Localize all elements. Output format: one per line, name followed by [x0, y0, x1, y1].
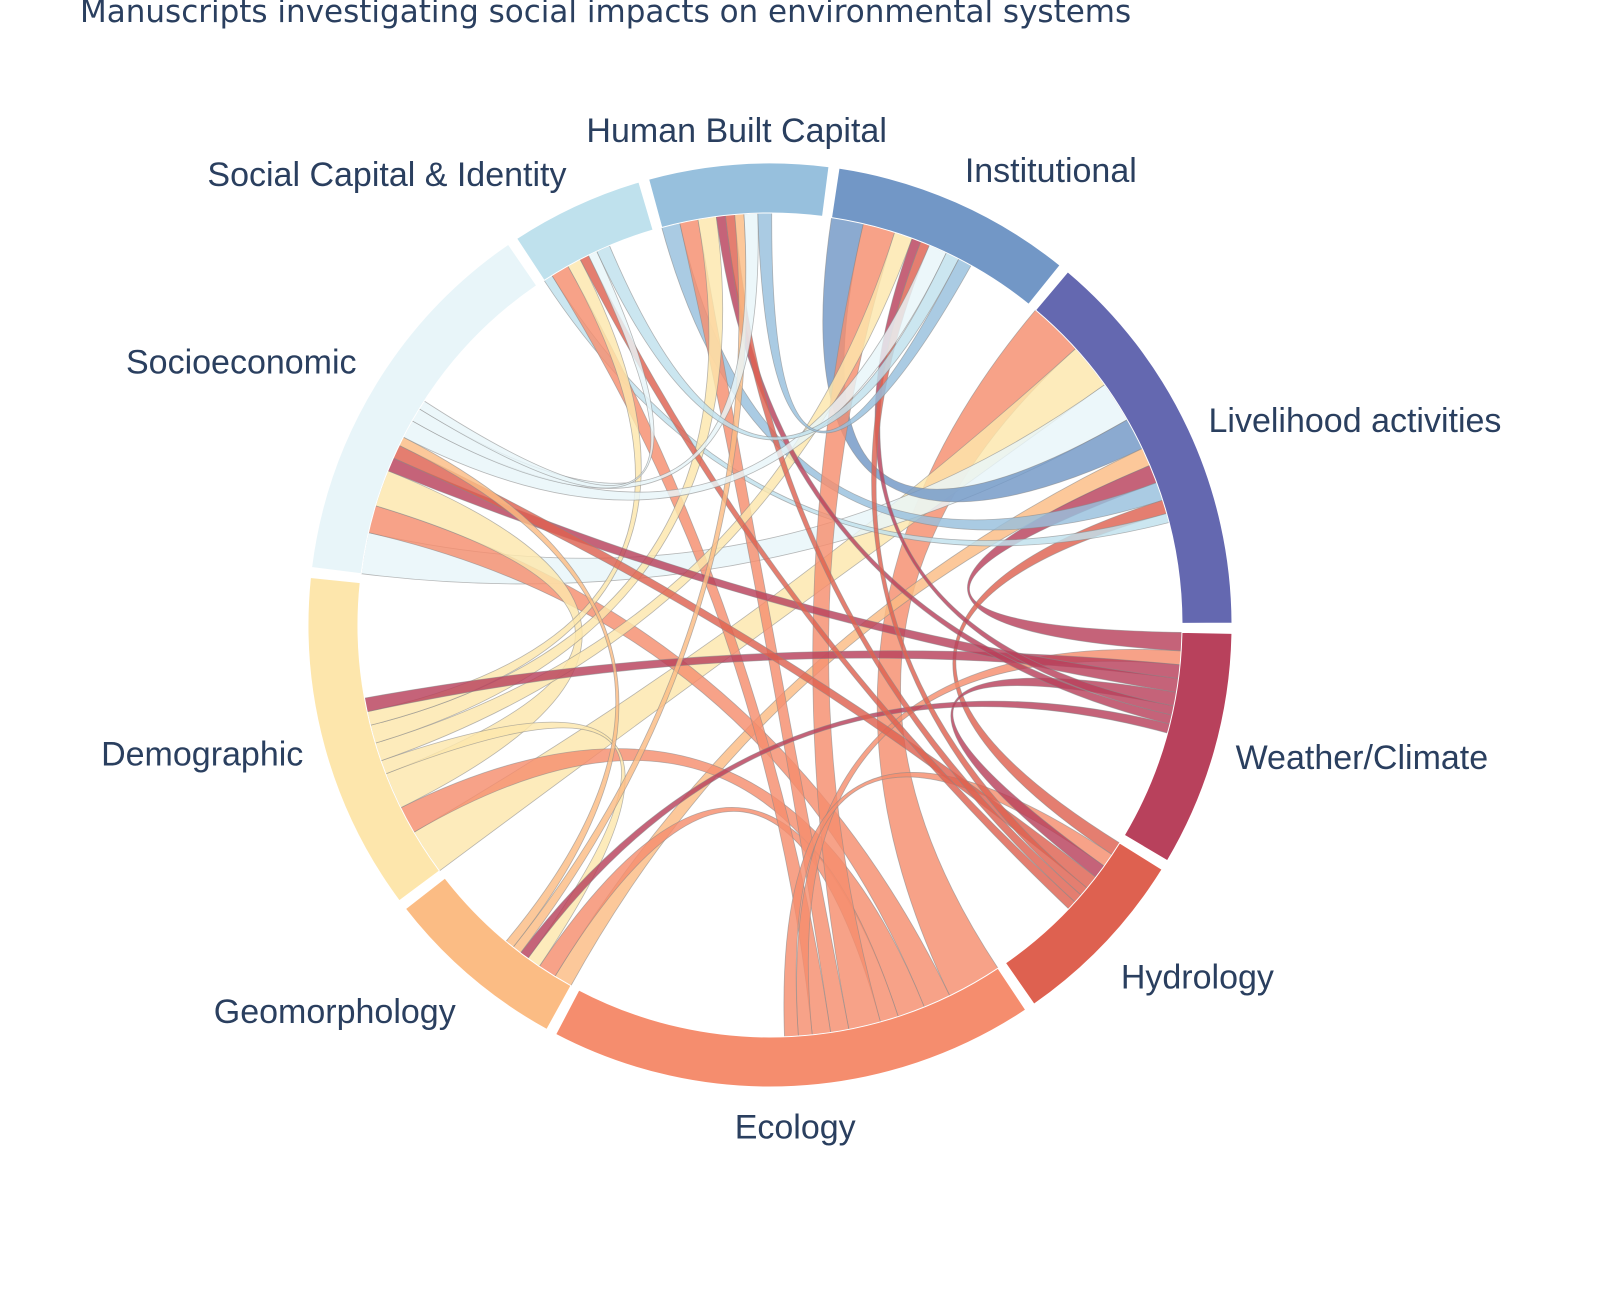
chord-group-labels: Weather/Climate Hydrology Ecology Geomorpho…: [101, 112, 1501, 1146]
group-arc-socioeconomic[interactable]: [311, 243, 538, 575]
group-label-human_built: Human Built Capital: [586, 112, 886, 150]
group-arc-human_built[interactable]: [648, 162, 830, 229]
group-arc-institutional[interactable]: [830, 167, 1061, 305]
group-arc-livelihood[interactable]: [1034, 271, 1233, 624]
group-arc-ecology[interactable]: [555, 967, 1027, 1088]
group-arc-hydrology[interactable]: [1004, 842, 1163, 1005]
chord-group-arcs: [307, 162, 1233, 1088]
group-arc-demographic[interactable]: [307, 577, 441, 902]
group-label-livelihood: Livelihood activities: [1209, 402, 1502, 440]
group-label-geomorphology: Geomorphology: [214, 993, 456, 1031]
group-label-ecology: Ecology: [735, 1108, 856, 1146]
group-label-hydrology: Hydrology: [1121, 958, 1274, 996]
group-arc-geomorphology[interactable]: [404, 877, 572, 1031]
group-label-socioeconomic: Socioeconomic: [126, 343, 357, 381]
group-label-weather: Weather/Climate: [1236, 739, 1489, 777]
group-arc-social_capital[interactable]: [516, 181, 654, 282]
group-arc-weather[interactable]: [1123, 631, 1233, 862]
chart-title: Manuscripts investigating social impacts…: [80, 0, 1132, 30]
group-label-social_capital: Social Capital & Identity: [207, 156, 566, 194]
group-label-demographic: Demographic: [101, 735, 303, 773]
group-label-institutional: Institutional: [965, 152, 1137, 190]
chord-ribbons: [360, 212, 1183, 1038]
